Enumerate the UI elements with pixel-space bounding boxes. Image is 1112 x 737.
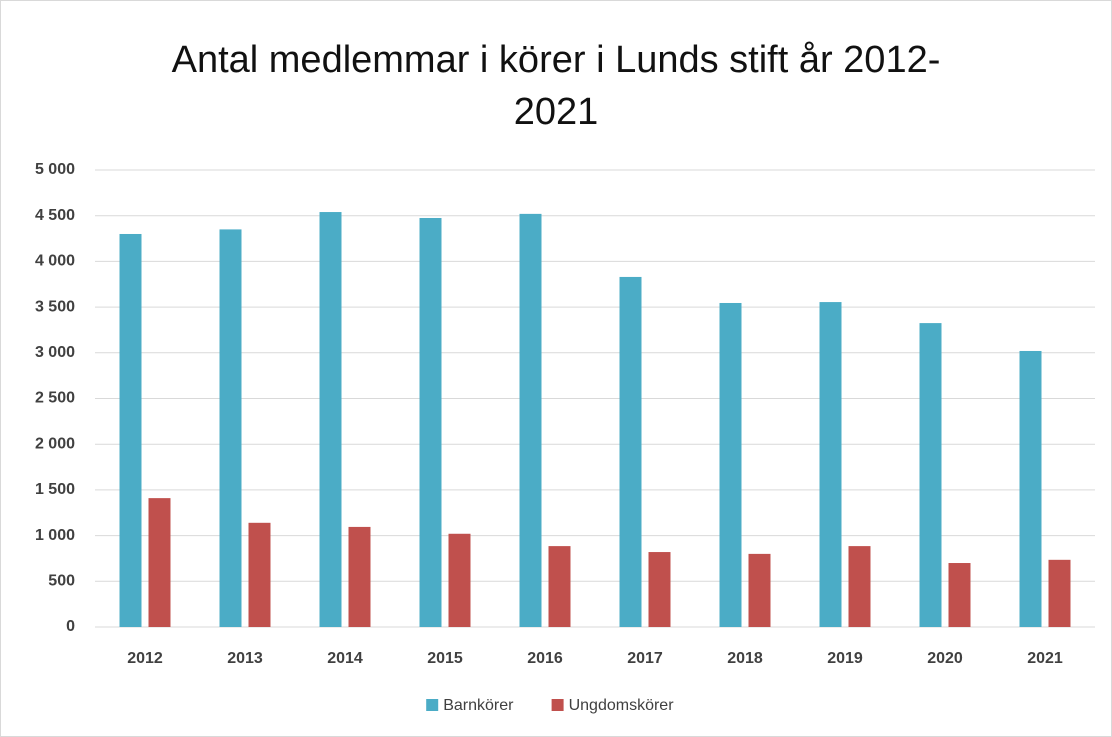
x-tick-label: 2019 [827, 650, 863, 667]
y-tick-label: 1 500 [35, 481, 75, 498]
y-tick-label: 2 500 [35, 390, 75, 407]
legend-swatch [426, 699, 439, 711]
x-tick-label: 2012 [127, 650, 163, 667]
bar [1048, 559, 1071, 627]
bar [219, 229, 242, 627]
bar [848, 546, 871, 627]
bar [719, 302, 742, 627]
y-tick-label: 4 500 [35, 207, 75, 224]
bar [348, 526, 371, 627]
bar [448, 533, 471, 627]
bar [419, 217, 442, 628]
x-tick-label: 2021 [1027, 650, 1063, 667]
bar [919, 323, 942, 627]
y-tick-label: 3 500 [35, 298, 75, 315]
bar [148, 498, 171, 627]
y-tick-label: 4 000 [35, 253, 75, 270]
bar [648, 552, 671, 627]
x-tick-label: 2013 [227, 650, 263, 667]
x-tick-label: 2016 [527, 650, 563, 667]
y-tick-label: 5 000 [35, 161, 75, 178]
bar [748, 553, 771, 627]
x-tick-label: 2018 [727, 650, 763, 667]
bar [819, 302, 842, 627]
bar [548, 546, 571, 627]
bar [119, 233, 142, 628]
bar [519, 213, 542, 627]
x-tick-label: 2017 [627, 650, 663, 667]
y-tick-label: 500 [48, 573, 75, 590]
legend-label: Barnkörer [443, 697, 514, 714]
x-tick-label: 2014 [327, 650, 363, 667]
bar [948, 563, 971, 627]
x-tick-label: 2020 [927, 650, 963, 667]
bar [248, 522, 271, 627]
y-tick-label: 0 [66, 618, 75, 635]
legend-swatch [551, 699, 564, 711]
bar [1019, 350, 1042, 627]
y-tick-label: 2 000 [35, 435, 75, 452]
y-tick-label: 1 000 [35, 527, 75, 544]
x-tick-label: 2015 [427, 650, 463, 667]
legend-label: Ungdomskörer [569, 697, 675, 714]
y-tick-label: 3 000 [35, 344, 75, 361]
bar [319, 212, 342, 627]
chart-title: Antal medlemmar i körer i Lunds stift år… [171, 39, 941, 133]
bar [619, 276, 642, 627]
